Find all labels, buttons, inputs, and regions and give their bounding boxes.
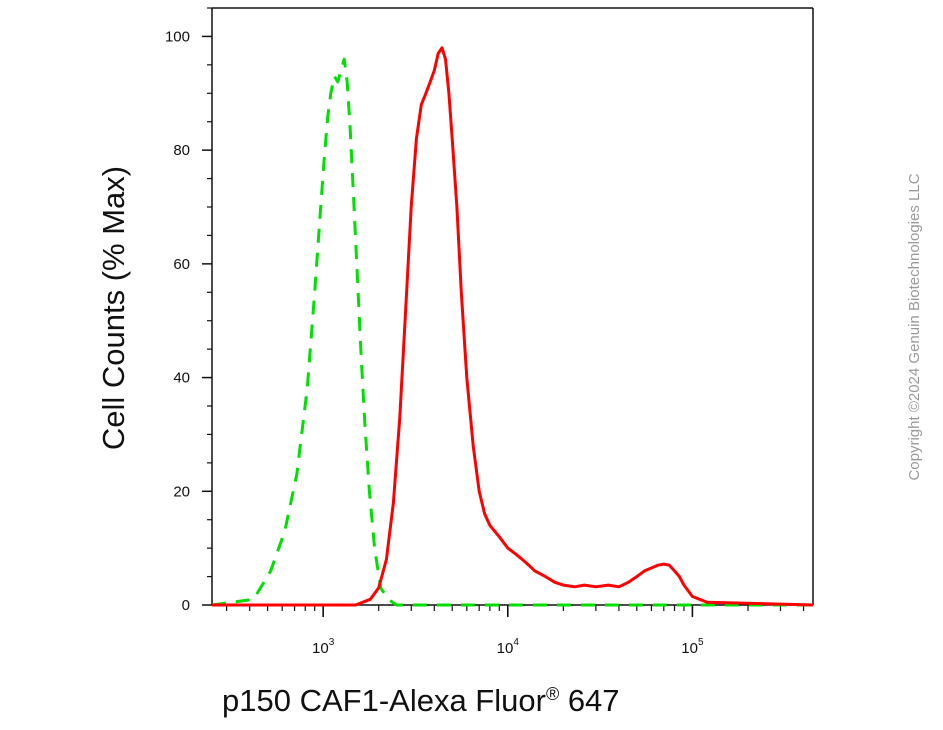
x-tick-label: 104 [497, 637, 520, 657]
copyright-watermark: Copyright ©2024 Genuin Biotechnologies L… [906, 173, 923, 480]
x-axis-title: p150 CAF1-Alexa Fluor® 647 [222, 683, 620, 718]
y-tick-label: 100 [165, 28, 190, 45]
y-tick-label: 40 [173, 370, 190, 387]
control-series-line [211, 57, 813, 607]
y-axis-ticks: 0 20 40 60 80 100 [165, 7, 212, 614]
x-axis-ticks: 103 104 105 [226, 605, 805, 657]
series-group [211, 46, 814, 607]
y-tick-label: 20 [173, 483, 190, 500]
plot-frame [211, 7, 814, 606]
x-tick-label: 105 [681, 637, 704, 657]
y-tick-label: 80 [173, 142, 190, 159]
y-tick-label: 60 [173, 256, 190, 273]
y-axis-title: Cell Counts (% Max) [96, 166, 131, 450]
y-tick-label: 0 [182, 597, 190, 614]
stained-series-line [212, 46, 814, 607]
x-tick-label: 103 [312, 637, 335, 657]
